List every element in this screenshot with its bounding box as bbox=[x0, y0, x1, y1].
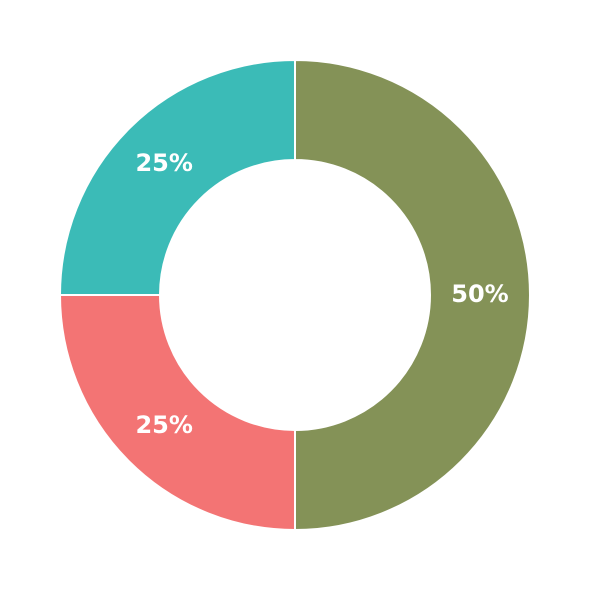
donut-segment bbox=[294, 58, 531, 532]
data-label: 25% bbox=[135, 411, 192, 439]
data-label: 25% bbox=[135, 149, 192, 177]
data-label: 50% bbox=[451, 280, 508, 308]
donut-segment bbox=[58, 294, 296, 532]
donut-segment bbox=[58, 58, 296, 296]
